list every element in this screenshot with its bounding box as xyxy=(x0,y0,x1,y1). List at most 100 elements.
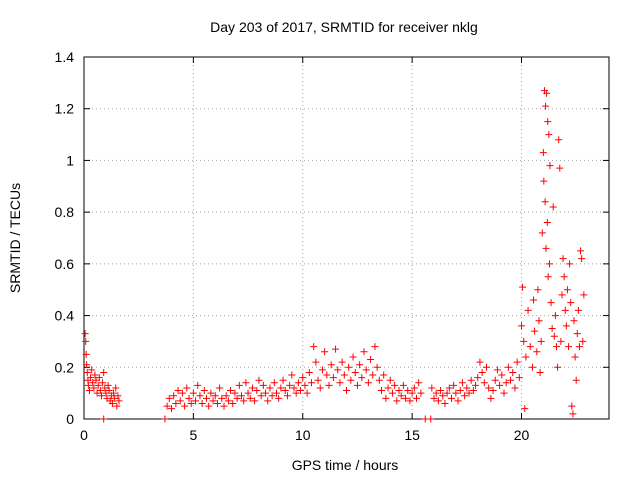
data-point xyxy=(100,415,108,423)
data-point xyxy=(518,322,525,330)
data-point xyxy=(345,363,353,371)
data-point xyxy=(524,306,532,314)
data-point xyxy=(242,379,250,387)
data-point xyxy=(314,376,322,384)
data-point xyxy=(408,389,416,397)
data-point xyxy=(327,361,335,369)
data-point xyxy=(536,368,544,376)
data-point xyxy=(507,376,515,384)
data-point xyxy=(391,381,399,389)
data-point xyxy=(567,299,575,307)
data-point xyxy=(461,392,469,400)
data-point xyxy=(81,330,89,338)
data-point xyxy=(275,394,283,402)
data-point xyxy=(544,118,552,126)
data-point xyxy=(196,392,204,400)
data-point xyxy=(310,343,318,351)
data-point xyxy=(443,389,451,397)
data-point xyxy=(434,397,442,405)
data-point xyxy=(562,322,570,330)
data-point xyxy=(530,296,538,304)
data-point xyxy=(575,343,583,351)
data-point xyxy=(114,392,122,400)
data-point xyxy=(463,384,471,392)
data-point xyxy=(87,374,95,382)
data-point xyxy=(498,371,506,379)
data-point xyxy=(522,353,530,361)
x-tick-label: 10 xyxy=(295,427,311,443)
data-point xyxy=(244,389,252,397)
data-point xyxy=(428,384,436,392)
data-point xyxy=(356,361,364,369)
data-point xyxy=(246,394,254,402)
data-point xyxy=(417,389,425,397)
data-point xyxy=(82,337,90,345)
data-point xyxy=(170,392,178,400)
data-point xyxy=(216,384,224,392)
data-point xyxy=(108,399,116,407)
data-point xyxy=(163,402,171,410)
data-point xyxy=(579,337,587,345)
data-point xyxy=(174,387,182,395)
data-point xyxy=(485,384,493,392)
data-point xyxy=(334,366,342,374)
data-point xyxy=(384,384,392,392)
data-point xyxy=(99,379,107,387)
data-point xyxy=(502,379,510,387)
y-tick-label: 0.2 xyxy=(55,359,75,375)
y-tick-label: 0.6 xyxy=(55,256,75,272)
data-point xyxy=(476,358,484,366)
data-point xyxy=(548,325,556,332)
data-point xyxy=(248,384,256,392)
data-point xyxy=(491,376,499,384)
data-point xyxy=(550,332,558,340)
data-point xyxy=(544,273,552,281)
data-point xyxy=(301,381,309,389)
data-point xyxy=(95,374,103,382)
data-point xyxy=(329,374,337,382)
data-point xyxy=(546,162,554,170)
grid xyxy=(84,57,609,419)
data-point xyxy=(279,376,287,384)
data-point xyxy=(88,366,96,374)
data-point xyxy=(565,343,573,351)
data-point xyxy=(185,394,193,402)
data-point xyxy=(410,384,418,392)
data-point xyxy=(574,306,582,314)
data-point xyxy=(259,381,267,389)
data-point xyxy=(286,381,294,389)
data-point xyxy=(209,397,217,405)
data-point xyxy=(353,381,361,389)
data-point xyxy=(183,384,191,392)
data-point xyxy=(290,384,298,392)
data-point xyxy=(340,371,348,379)
data-point xyxy=(580,291,588,299)
data-point xyxy=(386,376,394,384)
data-point xyxy=(538,229,546,237)
data-point xyxy=(347,376,355,384)
data-point xyxy=(266,384,274,392)
data-point xyxy=(547,299,555,307)
data-point xyxy=(227,387,235,395)
data-point xyxy=(520,337,528,345)
data-point xyxy=(82,350,90,358)
data-point xyxy=(161,415,169,423)
data-point xyxy=(399,381,407,389)
data-point xyxy=(294,379,302,387)
data-point xyxy=(478,368,486,376)
data-point xyxy=(572,376,580,384)
data-point xyxy=(178,389,186,397)
data-point xyxy=(321,348,329,356)
data-point xyxy=(452,389,460,397)
data-point xyxy=(336,379,344,387)
data-point xyxy=(360,348,368,356)
axis-ticks: 0 5 10 15 20 0 0.2 0.4 0.6 0.8 1 1.2 1.4 xyxy=(55,49,609,443)
data-point xyxy=(558,291,566,299)
data-point xyxy=(96,387,104,395)
data-point xyxy=(569,410,577,418)
data-point xyxy=(549,203,557,211)
data-point xyxy=(168,405,175,413)
data-point xyxy=(546,260,553,268)
data-point xyxy=(560,273,568,281)
